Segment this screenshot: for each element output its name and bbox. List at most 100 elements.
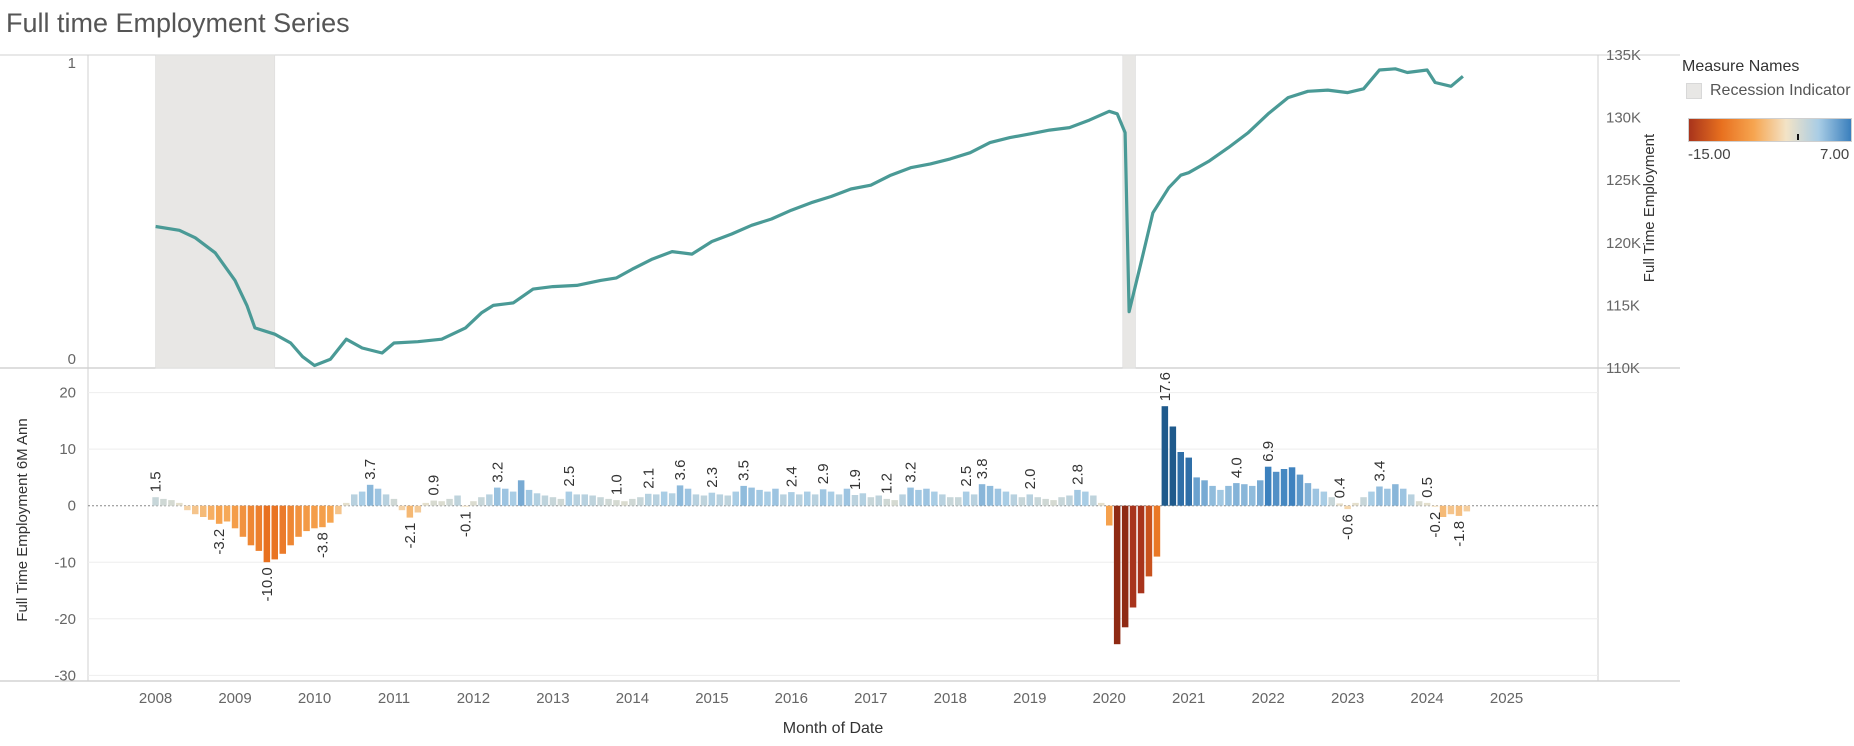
x-tick-label: 2025 [1490,690,1523,707]
bar [1447,505,1455,515]
bar [1392,484,1399,506]
x-tick-label: 2009 [218,690,251,707]
bar [327,505,334,523]
bar [279,505,286,554]
recession-bands [155,54,1136,369]
bar [1209,485,1216,506]
bar [494,487,501,506]
bar-label: -3.8 [314,532,331,558]
bar [637,497,644,506]
bar-label: -0.6 [1340,514,1357,540]
bottom-y-axis-title: Full Time Employment 6M Ann [14,418,31,621]
bar-label: 2.5 [958,466,975,487]
bar [152,497,159,506]
bar [486,494,493,506]
bar [835,494,843,506]
bar-label: 6.9 [1260,441,1277,462]
color-ramp-max: 7.00 [1820,146,1850,163]
bar [780,494,787,506]
bar [1145,505,1153,577]
bar [819,489,827,506]
bar [724,495,731,506]
bar [970,494,978,506]
bar [390,498,398,506]
bar [827,491,835,506]
x-tick-label: 2016 [775,690,808,707]
x-tick-label: 2018 [934,690,967,707]
bar [1233,483,1240,506]
bar [692,494,700,506]
bar [287,505,294,546]
bar [207,505,215,520]
top-y-tick-label: 115K [1606,297,1640,314]
bar [1153,505,1161,557]
bar [1431,505,1439,507]
bar [875,495,882,506]
bar [422,502,429,506]
x-axis-title: Month of Date [783,720,884,737]
color-ramp [1688,118,1852,142]
legend-title: Measure Names [1682,58,1800,75]
bar [1304,483,1312,506]
bar [1368,491,1375,506]
bar [502,488,509,506]
legend-item-label: Recession Indicator [1710,82,1851,99]
bar-label: 2.1 [640,468,657,489]
bar-label: 3.7 [362,459,379,480]
bottom-y-tick-label: 10 [59,441,76,458]
bar [939,494,946,506]
bar [1034,497,1041,506]
bar [1423,502,1431,506]
bar [533,493,541,506]
legend-item-recession[interactable]: Recession Indicator [1686,82,1851,100]
bar-label: 2.5 [561,466,578,487]
bar [589,495,596,506]
bar [438,501,445,506]
top-axis: 110K 115K 120K 125K 130K 135K 0 1 [68,47,1641,377]
bar [565,491,573,506]
bar [581,494,588,506]
bar-label: 2.4 [783,466,800,487]
bar [748,487,755,506]
bar [1257,480,1264,506]
x-tick-label: 2012 [457,690,490,707]
bar [478,497,485,506]
bar [1201,480,1208,506]
bar [271,505,278,560]
bar [1296,474,1304,506]
bar [804,491,811,506]
bar [700,495,708,506]
bar [645,493,652,506]
top-y-tick-label: 110K [1606,360,1640,377]
bar [1408,494,1415,506]
x-tick-label: 2010 [298,690,331,707]
bar [684,488,692,506]
bar-label: 3.2 [489,462,506,483]
bar [1169,426,1177,506]
bar-label: 17.6 [1157,372,1174,401]
recession-band-0 [155,54,276,369]
bar [223,505,231,522]
x-tick-label: 2011 [378,690,410,707]
bar [414,505,422,513]
bar [708,492,716,506]
top-y-tick-label: 125K [1606,172,1641,189]
bar [541,495,549,506]
bar [1074,489,1081,506]
bar [867,497,875,506]
bar-label: -0.2 [1427,512,1444,538]
bar [756,489,763,506]
bar [160,498,167,506]
bar-label: 1.0 [609,474,626,495]
bar [446,498,453,506]
bar [1161,406,1169,506]
bottom-y-tick-label: 0 [68,498,76,515]
bar [676,485,684,506]
bar-label: 1.5 [148,471,165,492]
bar [1336,503,1343,506]
bar [915,489,922,506]
employment-line-layer [155,67,1464,368]
bar [740,485,747,506]
x-tick-label: 2020 [1093,690,1126,707]
bar [605,498,612,506]
